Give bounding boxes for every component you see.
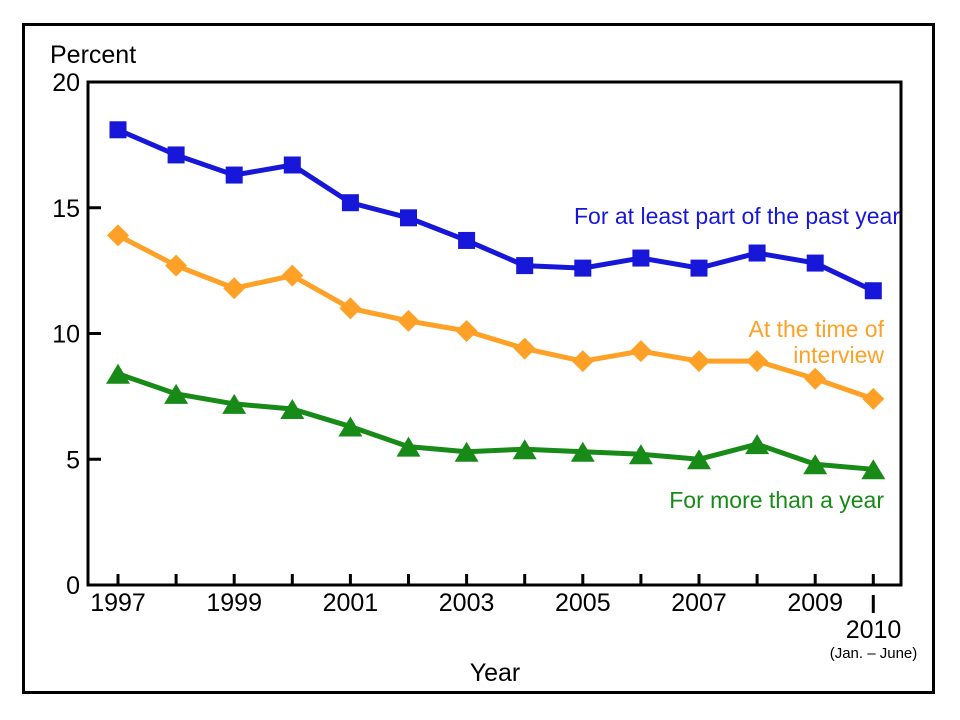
data-point-marker: [864, 282, 882, 300]
figure-border: [22, 23, 935, 694]
data-point-marker: [109, 121, 127, 139]
data-point-marker: [748, 244, 766, 262]
legend-label-more-than-year: For more than a year: [669, 487, 884, 514]
data-point-marker: [458, 231, 476, 249]
x-axis-title: Year: [469, 659, 521, 687]
data-point-marker: [106, 363, 130, 384]
data-point-marker: [632, 249, 650, 267]
legend-text-at-interview-line1: At the time of: [748, 316, 884, 342]
y-tick-label: 0: [66, 572, 80, 600]
data-point-marker: [455, 319, 478, 342]
data-point-marker: [280, 398, 305, 419]
data-point-marker: [688, 350, 710, 373]
data-point-marker: [571, 350, 594, 373]
data-point-marker: [804, 367, 827, 390]
data-point-marker: [341, 194, 359, 212]
data-point-marker: [574, 259, 592, 277]
legend-text-part-year: For at least part of the past year: [574, 203, 900, 229]
y-tick-label: 15: [52, 195, 80, 223]
data-point-marker: [396, 436, 421, 457]
x-tick-label: 2007: [671, 589, 727, 617]
series-line-0: [117, 127, 875, 294]
data-point-marker: [516, 257, 534, 275]
plot-box: [86, 80, 903, 587]
legend-label-part-year: For at least part of the past year: [574, 203, 900, 230]
x-tick-label: 2009: [787, 589, 843, 617]
data-point-marker: [806, 254, 824, 272]
x-tick-label: 1999: [206, 589, 262, 617]
data-point-marker: [222, 393, 247, 414]
data-point-marker: [165, 254, 188, 277]
data-point-marker: [629, 340, 652, 363]
x-tick-label: 2005: [555, 589, 611, 617]
data-point-marker: [225, 166, 243, 184]
data-point-marker: [862, 387, 885, 410]
data-point-marker: [745, 434, 770, 455]
data-point-marker: [339, 297, 362, 320]
x-tick-label: 2003: [439, 589, 495, 617]
data-point-marker: [281, 264, 304, 287]
data-point-marker: [223, 277, 246, 300]
data-point-marker: [861, 459, 886, 480]
data-point-marker: [628, 444, 653, 465]
data-point-marker: [746, 350, 769, 373]
data-point-marker: [400, 209, 417, 227]
x-tick-label: 1997: [90, 589, 146, 617]
series-line-2: [117, 371, 874, 472]
data-point-marker: [512, 439, 537, 460]
y-tick-label: 20: [52, 69, 80, 97]
data-point-marker: [570, 441, 595, 462]
data-point-marker: [690, 259, 708, 277]
data-point-marker: [397, 309, 420, 332]
legend-text-at-interview-line2: interview: [793, 342, 884, 368]
data-point-marker: [687, 449, 711, 470]
y-tick-label: 10: [52, 321, 80, 349]
x-tick-label: 2001: [323, 589, 379, 617]
y-axis-title: Percent: [50, 41, 137, 69]
data-point-marker: [454, 441, 479, 462]
x-tick-label-2010: 2010: [845, 616, 902, 644]
legend-label-at-interview: At the time of interview: [748, 316, 884, 368]
data-point-marker: [107, 224, 129, 247]
data-point-marker: [283, 156, 301, 174]
data-point-marker: [167, 146, 185, 164]
data-point-marker: [338, 416, 363, 437]
y-tick-label: 5: [66, 446, 80, 474]
x-tick-sublabel-jan-june: (Jan. – June): [829, 645, 918, 662]
data-point-marker: [164, 383, 189, 404]
legend-text-more-than-year: For more than a year: [669, 487, 884, 513]
data-point-marker: [803, 454, 828, 475]
data-point-marker: [513, 337, 536, 360]
